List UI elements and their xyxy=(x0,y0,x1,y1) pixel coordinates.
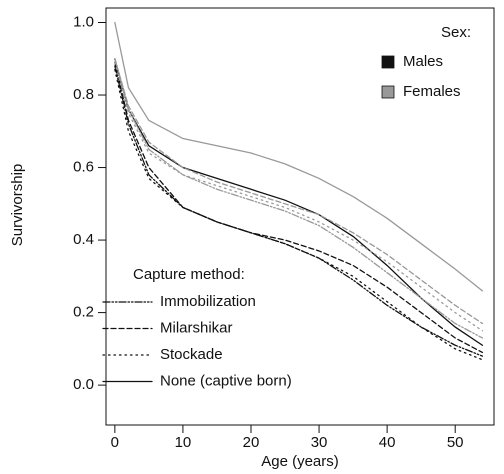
x-tick-label: 30 xyxy=(311,434,328,451)
method-legend-title: Capture method: xyxy=(133,266,245,283)
y-axis-label: Survivorship xyxy=(9,164,26,247)
series-line xyxy=(114,68,484,361)
plot-frame xyxy=(105,7,495,426)
x-tick-label: 50 xyxy=(447,434,464,451)
x-tick-label: 10 xyxy=(175,434,192,451)
x-tick-label: 0 xyxy=(111,434,119,451)
legend-swatch xyxy=(381,55,395,69)
series-line xyxy=(114,65,484,357)
y-tick-label: 0.2 xyxy=(73,304,94,321)
series-line xyxy=(114,61,484,354)
legend-label: Males xyxy=(403,53,443,70)
x-axis-label: Age (years) xyxy=(261,453,339,470)
legend-swatch xyxy=(381,85,395,99)
series-line xyxy=(114,21,484,292)
y-tick-label: 0.6 xyxy=(73,159,94,176)
sex-legend-title: Sex: xyxy=(441,24,471,41)
legend-label: Milarshikar xyxy=(160,319,233,336)
x-tick-label: 40 xyxy=(379,434,396,451)
x-tick-label: 20 xyxy=(243,434,260,451)
legend-label: None (captive born) xyxy=(160,372,292,389)
y-tick-label: 0.4 xyxy=(73,231,94,248)
legend-label: Females xyxy=(403,83,461,100)
legend-label: Stockade xyxy=(160,346,223,363)
y-tick-label: 1.0 xyxy=(73,13,94,30)
y-tick-label: 0.0 xyxy=(73,376,94,393)
series-line xyxy=(114,58,484,325)
series-line xyxy=(114,61,484,332)
y-tick-label: 0.8 xyxy=(73,86,94,103)
legend-label: Immobilization xyxy=(160,293,256,310)
series-line xyxy=(114,58,484,339)
